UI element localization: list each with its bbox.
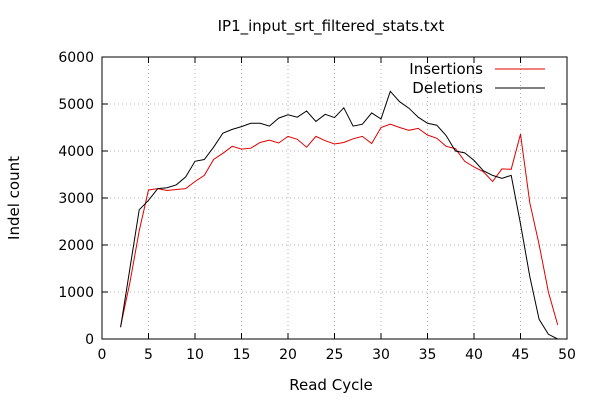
axis-ticks: 0 5 10 15 20 25 30 35 40 45 50 0 1000 2000 3000 4000 500… (58, 50, 576, 363)
x-tick-label: 35 (419, 347, 437, 363)
grid-lines (102, 57, 567, 339)
series-line-deletions (120, 90, 558, 340)
x-tick-label: 45 (512, 347, 530, 363)
y-tick-label: 2000 (58, 238, 94, 254)
y-tick-label: 6000 (58, 50, 94, 66)
y-tick-label: 5000 (58, 97, 94, 113)
x-axis-label: Read Cycle (289, 376, 372, 394)
legend-label-insertions: Insertions (409, 60, 483, 78)
y-axis-label: Indel count (5, 156, 23, 240)
y-tick-label: 3000 (58, 191, 94, 207)
x-tick-label: 40 (465, 347, 483, 363)
x-tick-label: 10 (186, 347, 204, 363)
legend-label-deletions: Deletions (412, 79, 483, 97)
series-layer (120, 90, 559, 340)
y-tick-label: 4000 (58, 144, 94, 160)
x-tick-label: 30 (372, 347, 390, 363)
y-tick-label: 1000 (58, 285, 94, 301)
x-tick-label: 0 (98, 347, 107, 363)
x-tick-label: 5 (144, 347, 153, 363)
x-tick-label: 15 (233, 347, 251, 363)
x-tick-label: 25 (326, 347, 344, 363)
series-line-insertions (120, 123, 559, 327)
x-tick-label: 20 (279, 347, 297, 363)
x-tick-label: 50 (558, 347, 576, 363)
y-tick-label: 0 (85, 332, 94, 348)
chart-title: IP1_input_srt_filtered_stats.txt (218, 17, 445, 36)
